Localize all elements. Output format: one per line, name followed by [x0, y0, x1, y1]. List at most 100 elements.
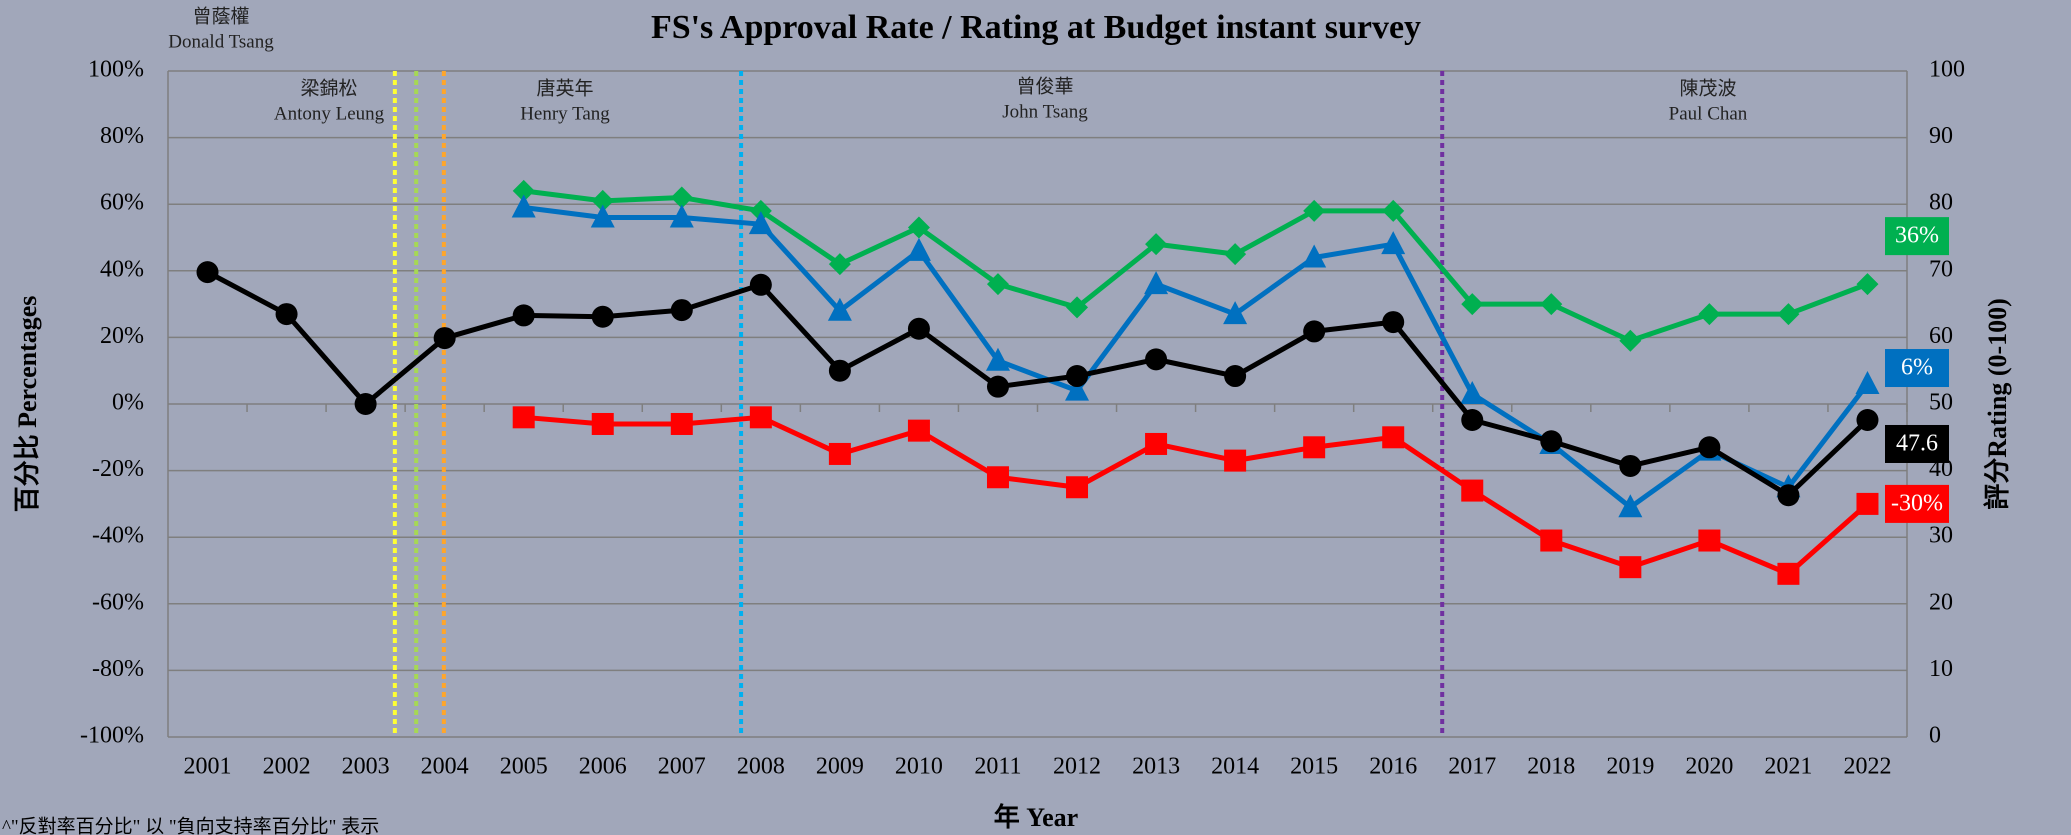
marker [433, 327, 456, 350]
x-axis-label: 年 Year [994, 802, 1078, 832]
marker [828, 442, 851, 465]
annotation-en: John Tsang [1002, 101, 1088, 122]
y2-tick-label: 0 [1929, 723, 1941, 749]
marker [1145, 233, 1168, 256]
marker [511, 194, 536, 218]
marker [1382, 311, 1405, 334]
marker [1303, 436, 1326, 459]
marker [1224, 449, 1247, 472]
marker [1303, 199, 1326, 222]
y-tick-label: 40% [100, 256, 144, 282]
y2-tick-label: 70 [1929, 256, 1953, 282]
series-line [523, 414, 1870, 577]
y-tick-label: -60% [92, 589, 144, 615]
marker [906, 237, 931, 261]
chart-title: FS's Approval Rate / Rating at Budget in… [651, 9, 1421, 46]
end-label: 36% [1895, 223, 1939, 249]
x-tick-label: 2004 [421, 754, 469, 780]
x-tick-label: 2017 [1448, 754, 1496, 780]
marker [591, 412, 614, 435]
marker [907, 419, 930, 442]
marker [1461, 293, 1484, 316]
y-tick-label: -100% [80, 723, 144, 749]
marker [1540, 529, 1563, 552]
marker [512, 179, 535, 202]
annotation-zh: 唐英年 [536, 77, 593, 99]
marker [512, 406, 535, 429]
marker [1066, 365, 1089, 388]
x-tick-label: 2016 [1369, 754, 1417, 780]
y-tick-label: 80% [100, 123, 144, 149]
marker [669, 204, 694, 228]
marker [1461, 479, 1484, 502]
x-tick-label: 2014 [1211, 754, 1259, 780]
x-tick-label: 2020 [1685, 754, 1733, 780]
marker [985, 347, 1010, 371]
marker [1066, 296, 1089, 319]
annotation-en: Donald Tsang [168, 31, 274, 52]
marker [1856, 492, 1879, 515]
end-label-box [1885, 217, 1949, 256]
annotation-en: Paul Chan [1669, 103, 1748, 124]
y2-tick-label: 90 [1929, 123, 1953, 149]
marker [1540, 293, 1563, 316]
series-line [523, 205, 1870, 510]
y-tick-label: -80% [92, 656, 144, 682]
marker [1382, 426, 1405, 449]
marker [512, 304, 535, 327]
marker [1382, 199, 1405, 222]
marker [749, 273, 772, 296]
x-tick-label: 2006 [579, 754, 627, 780]
marker [1619, 556, 1642, 579]
marker [1855, 371, 1880, 395]
marker [986, 375, 1009, 398]
x-tick-label: 2010 [895, 754, 943, 780]
y2-axis-label: 評分Rating (0-100) [1982, 298, 2012, 510]
end-label: 47.6 [1896, 430, 1938, 456]
y2-tick-label: 60 [1929, 323, 1953, 349]
x-tick-label: 2007 [658, 754, 706, 780]
y2-tick-label: 100 [1929, 57, 1965, 83]
marker [748, 211, 773, 235]
marker [1460, 381, 1485, 405]
x-tick-label: 2003 [342, 754, 390, 780]
marker [1065, 377, 1090, 401]
y-tick-label: -40% [92, 523, 144, 549]
marker [828, 359, 851, 382]
marker [828, 253, 851, 276]
y-tick-label: 100% [88, 57, 144, 83]
y2-tick-label: 30 [1929, 523, 1953, 549]
marker [749, 199, 772, 222]
annotation-zh: 梁錦松 [300, 77, 357, 99]
y-axis-label: 百分比 Percentages [13, 296, 42, 513]
annotation-en: Henry Tang [520, 103, 610, 124]
x-tick-label: 2005 [500, 754, 548, 780]
marker [1698, 529, 1721, 552]
marker [1777, 562, 1800, 585]
marker [749, 406, 772, 429]
marker [591, 305, 614, 328]
series-line [523, 188, 1869, 344]
marker [1461, 408, 1484, 431]
end-label-box [1885, 484, 1949, 523]
marker [1856, 273, 1879, 296]
x-tick-label: 2018 [1527, 754, 1575, 780]
annotation-en: Antony Leung [274, 103, 385, 124]
marker [1223, 301, 1248, 325]
marker [827, 297, 852, 321]
y-tick-label: 20% [100, 323, 144, 349]
marker [1540, 430, 1563, 453]
marker [1302, 244, 1327, 268]
x-tick-label: 2009 [816, 754, 864, 780]
marker [1619, 329, 1642, 352]
y2-tick-label: 10 [1929, 656, 1953, 682]
x-tick-label: 2021 [1764, 754, 1812, 780]
marker [1381, 231, 1406, 255]
marker [670, 412, 693, 435]
y-tick-label: 0% [112, 390, 144, 416]
marker [354, 393, 377, 415]
marker [1224, 243, 1247, 266]
marker [1145, 348, 1168, 371]
annotation-zh: 曾蔭權 [192, 5, 249, 27]
